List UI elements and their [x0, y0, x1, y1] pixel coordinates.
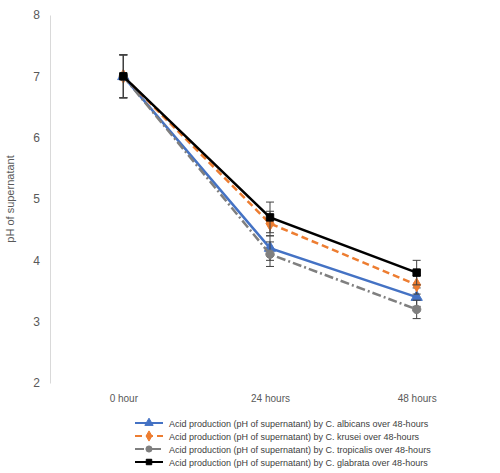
legend: Acid production (pH of supernatant) by C…	[135, 418, 431, 467]
error-bar	[119, 55, 127, 98]
legend-marker	[145, 418, 153, 425]
y-tick: 2	[33, 376, 50, 390]
plot-area: 2 3 4 5 6 7 8 0 hour 24 hours 48 hours	[33, 8, 490, 404]
y-axis-line	[50, 16, 51, 384]
x-tick-label: 24 hours	[251, 393, 290, 404]
error-cap	[266, 232, 274, 233]
error-cap	[413, 318, 421, 319]
x-tick-label: 48 hours	[398, 393, 437, 404]
x-tick-label: 0 hour	[110, 393, 139, 404]
y-tick-label: 5	[33, 192, 40, 206]
x-tick: 48 hours	[398, 383, 437, 404]
error-bar	[413, 300, 421, 318]
legend-label: Acid production (pH of supernatant) by C…	[169, 419, 429, 429]
error-bar	[413, 260, 421, 285]
y-tick: 6	[33, 131, 50, 145]
error-cap	[119, 54, 127, 55]
y-tick-label: 3	[33, 315, 40, 329]
x-tick: 24 hours	[251, 383, 290, 404]
series-line	[123, 76, 416, 309]
legend-label: Acid production (pH of supernatant) by C…	[169, 445, 431, 455]
y-tick: 7	[33, 70, 50, 84]
error-cap	[119, 54, 127, 55]
error-cap	[119, 97, 127, 98]
error-cap	[413, 300, 421, 301]
legend-label: Acid production (pH of supernatant) by C…	[169, 432, 420, 442]
marker	[266, 214, 273, 221]
y-tick: 5	[33, 192, 50, 206]
series-line	[123, 76, 416, 285]
marker	[120, 73, 127, 80]
y-tick: 8	[33, 8, 50, 22]
legend-item: Acid production (pH of supernatant) by C…	[135, 418, 429, 428]
error-cap	[266, 202, 274, 203]
y-tick: 3	[33, 315, 50, 329]
error-cap	[119, 54, 127, 55]
x-axis: 0 hour 24 hours 48 hours	[51, 383, 491, 404]
error-cap	[119, 97, 127, 98]
x-axis-line	[51, 383, 491, 384]
legend-item: Acid production (pH of supernatant) by C…	[135, 431, 420, 442]
series-layer	[118, 55, 423, 319]
error-cap	[119, 97, 127, 98]
series-line	[123, 76, 416, 297]
error-cap	[413, 284, 421, 285]
legend-label: Acid production (pH of supernatant) by C…	[169, 458, 428, 468]
marker	[119, 72, 127, 80]
series-line	[123, 76, 416, 272]
legend-item: Acid production (pH of supernatant) by C…	[135, 445, 431, 455]
chart: 2 3 4 5 6 7 8 0 hour 24 hours 48 hours pH of super…	[0, 0, 500, 473]
error-bar	[119, 55, 127, 98]
error-bar	[119, 55, 127, 98]
series	[119, 55, 420, 285]
error-cap	[119, 54, 127, 55]
x-tick: 0 hour	[110, 383, 139, 404]
legend-marker	[146, 459, 151, 464]
y-tick-label: 2	[33, 376, 40, 390]
legend-item: Acid production (pH of supernatant) by C…	[135, 458, 428, 468]
legend-marker	[146, 431, 152, 441]
y-tick-label: 4	[33, 254, 40, 268]
error-bar	[266, 242, 274, 267]
error-cap	[266, 235, 274, 236]
marker	[412, 305, 420, 313]
y-tick-label: 8	[33, 8, 40, 22]
y-axis-title: pH of supernatant	[4, 155, 16, 242]
error-cap	[413, 294, 421, 295]
series	[119, 55, 420, 294]
error-cap	[413, 260, 421, 261]
error-bar	[119, 55, 127, 98]
error-bar	[266, 202, 274, 233]
y-tick-label: 6	[33, 131, 40, 145]
series	[119, 55, 421, 319]
marker	[266, 250, 274, 258]
error-cap	[266, 241, 274, 242]
y-tick: 4	[33, 254, 50, 268]
y-tick-label: 7	[33, 70, 40, 84]
marker	[413, 269, 420, 276]
error-cap	[119, 97, 127, 98]
series	[118, 55, 423, 306]
error-cap	[266, 266, 274, 267]
error-cap	[266, 235, 274, 236]
legend-marker	[146, 446, 152, 452]
y-axis: 2 3 4 5 6 7 8	[33, 8, 50, 390]
